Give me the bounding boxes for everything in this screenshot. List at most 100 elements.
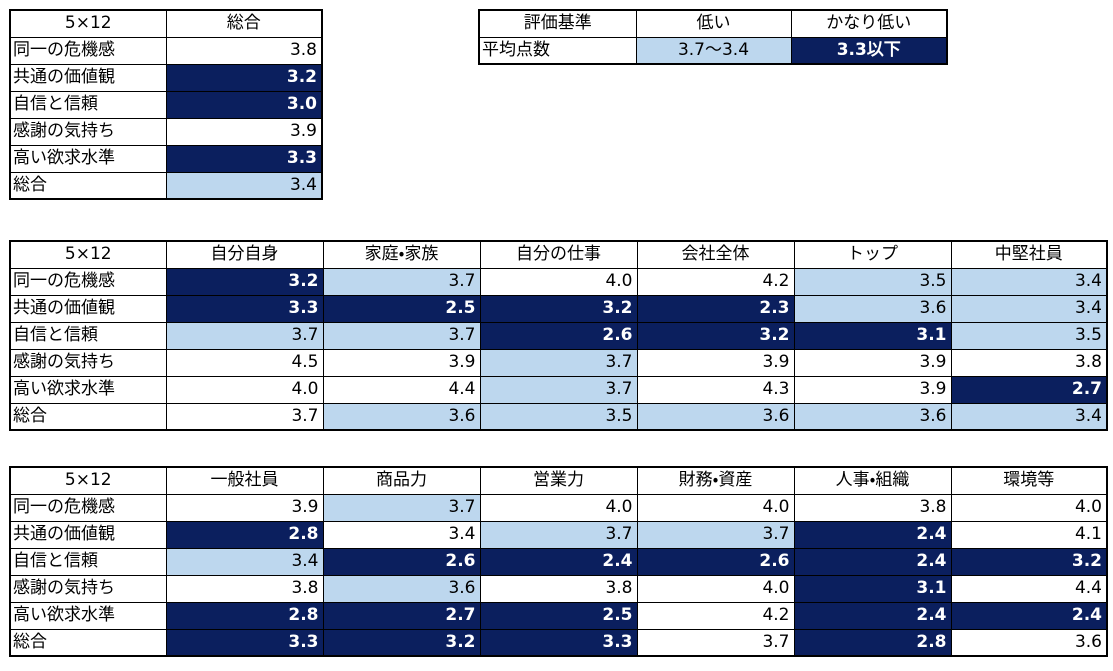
header-row: 5×12 自分自身 家庭・家族 自分の仕事 会社全体 トップ 中堅社員: [9, 240, 1108, 269]
value-cell: 2.6: [636, 547, 795, 576]
row-label: 総合: [9, 171, 167, 200]
value-cell: 2.7: [322, 601, 481, 630]
value-cell: 2.5: [479, 601, 638, 630]
value-cell: 3.4: [165, 171, 323, 200]
value-cell: 4.1: [950, 520, 1108, 549]
data-row: 自信と信頼 3.0: [9, 90, 323, 119]
data-table: 5×12 一般社員 商品力 営業力 財務・資産 人事・組織 環境等 同一の危機感 3.9 3.7 4…: [9, 466, 1108, 657]
row-label: 総合: [9, 628, 167, 657]
value-cell: 2.8: [165, 520, 324, 549]
header-row: 5×12 一般社員 商品力 営業力 財務・資産 人事・組織 環境等: [9, 466, 1108, 495]
row-label: 感謝の気持ち: [9, 574, 167, 603]
data-row: 感謝の気持ち 3.9: [9, 117, 323, 146]
value-cell: 4.3: [636, 375, 795, 404]
data-row: 共通の価値観 3.2: [9, 63, 323, 92]
value-cell: 4.0: [636, 493, 795, 522]
data-row: 総合 3.7 3.6 3.5 3.6 3.6 3.4: [9, 402, 1108, 431]
column-header: 財務・資産: [636, 466, 795, 495]
value-cell: 2.8: [793, 628, 952, 657]
value-cell: 2.4: [793, 601, 952, 630]
value-cell: 4.2: [636, 267, 795, 296]
value-cell: 3.5: [479, 402, 638, 431]
data-row: 自信と信頼 3.4 2.6 2.4 2.6 2.4 3.2: [9, 547, 1108, 576]
row-label: 総合: [9, 402, 167, 431]
value-cell: 3.2: [950, 547, 1108, 576]
value-cell: 3.7: [322, 267, 481, 296]
data-table: 5×12 自分自身 家庭・家族 自分の仕事 会社全体 トップ 中堅社員 同一の危機感 3.2 3.…: [9, 240, 1108, 431]
data-row: 同一の危機感 3.8: [9, 36, 323, 65]
value-cell: 3.9: [165, 493, 324, 522]
value-cell: 4.4: [950, 574, 1108, 603]
data-table: 評価基準 低い かなり低い 平均点数 3.7〜3.4 3.3以下: [478, 9, 948, 65]
row-label: 平均点数: [478, 36, 637, 65]
data-row: 感謝の気持ち 4.5 3.9 3.7 3.9 3.9 3.8: [9, 348, 1108, 377]
value-cell: 3.9: [165, 117, 323, 146]
column-header: 一般社員: [165, 466, 324, 495]
column-header: 自分の仕事: [479, 240, 638, 269]
row-label: 自信と信頼: [9, 321, 167, 350]
row-label: 高い欲求水準: [9, 601, 167, 630]
value-cell: 3.3: [165, 628, 324, 657]
value-cell: 4.0: [950, 493, 1108, 522]
value-cell: 3.7: [479, 375, 638, 404]
value-cell: 3.8: [793, 493, 952, 522]
value-cell: 3.4: [165, 547, 324, 576]
value-cell: 3.7: [479, 348, 638, 377]
value-cell: 3.7: [322, 493, 481, 522]
value-cell: 3.4: [950, 402, 1108, 431]
value-cell: 3.2: [636, 321, 795, 350]
value-cell: 3.3: [165, 294, 324, 323]
value-cell: 3.4: [950, 267, 1108, 296]
data-row: 総合 3.4: [9, 171, 323, 200]
value-cell: 3.8: [479, 574, 638, 603]
column-header: 中堅社員: [950, 240, 1108, 269]
row-label: 共通の価値観: [9, 294, 167, 323]
value-cell: 3.2: [165, 267, 324, 296]
value-cell: 3.5: [950, 321, 1108, 350]
data-row: 同一の危機感 3.9 3.7 4.0 4.0 3.8 4.0: [9, 493, 1108, 522]
column-header: 5×12: [9, 9, 167, 38]
value-cell: 4.0: [479, 267, 638, 296]
value-cell: 3.1: [793, 321, 952, 350]
data-row: 高い欲求水準 3.3: [9, 144, 323, 173]
value-cell: 3.2: [165, 63, 323, 92]
column-header: 自分自身: [165, 240, 324, 269]
row-label: 同一の危機感: [9, 493, 167, 522]
row-label: 共通の価値観: [9, 63, 167, 92]
value-cell: 3.7: [165, 321, 324, 350]
row-label: 感謝の気持ち: [9, 348, 167, 377]
value-cell: 3.6: [793, 294, 952, 323]
value-cell: 4.0: [479, 493, 638, 522]
value-cell: 3.6: [322, 574, 481, 603]
column-header: 5×12: [9, 466, 167, 495]
value-cell: 3.7: [479, 520, 638, 549]
value-cell: 3.7: [636, 628, 795, 657]
value-cell: 3.3以下: [790, 36, 948, 65]
column-header: トップ: [793, 240, 952, 269]
value-cell: 3.8: [165, 36, 323, 65]
column-header: かなり低い: [790, 9, 948, 38]
data-row: 自信と信頼 3.7 3.7 2.6 3.2 3.1 3.5: [9, 321, 1108, 350]
row-label: 自信と信頼: [9, 90, 167, 119]
value-cell: 3.8: [950, 348, 1108, 377]
value-cell: 2.6: [322, 547, 481, 576]
header-row: 5×12 総合: [9, 9, 323, 38]
column-header: 総合: [165, 9, 323, 38]
value-cell: 3.7: [165, 402, 324, 431]
data-table: 5×12 総合 同一の危機感 3.8 共通の価値観 3.2 自信と信頼 3.0 感謝の気持ち 3.…: [9, 9, 323, 200]
value-cell: 3.9: [793, 375, 952, 404]
value-cell: 3.1: [793, 574, 952, 603]
row-label: 自信と信頼: [9, 547, 167, 576]
data-row: 共通の価値観 3.3 2.5 3.2 2.3 3.6 3.4: [9, 294, 1108, 323]
column-header: 会社全体: [636, 240, 795, 269]
header-row: 評価基準 低い かなり低い: [478, 9, 948, 38]
value-cell: 3.3: [165, 144, 323, 173]
value-cell: 2.4: [479, 547, 638, 576]
data-row: 総合 3.3 3.2 3.3 3.7 2.8 3.6: [9, 628, 1108, 657]
value-cell: 3.7〜3.4: [635, 36, 792, 65]
value-cell: 2.4: [793, 547, 952, 576]
value-cell: 3.2: [322, 628, 481, 657]
column-header: 家庭・家族: [322, 240, 481, 269]
value-cell: 3.9: [793, 348, 952, 377]
value-cell: 2.5: [322, 294, 481, 323]
